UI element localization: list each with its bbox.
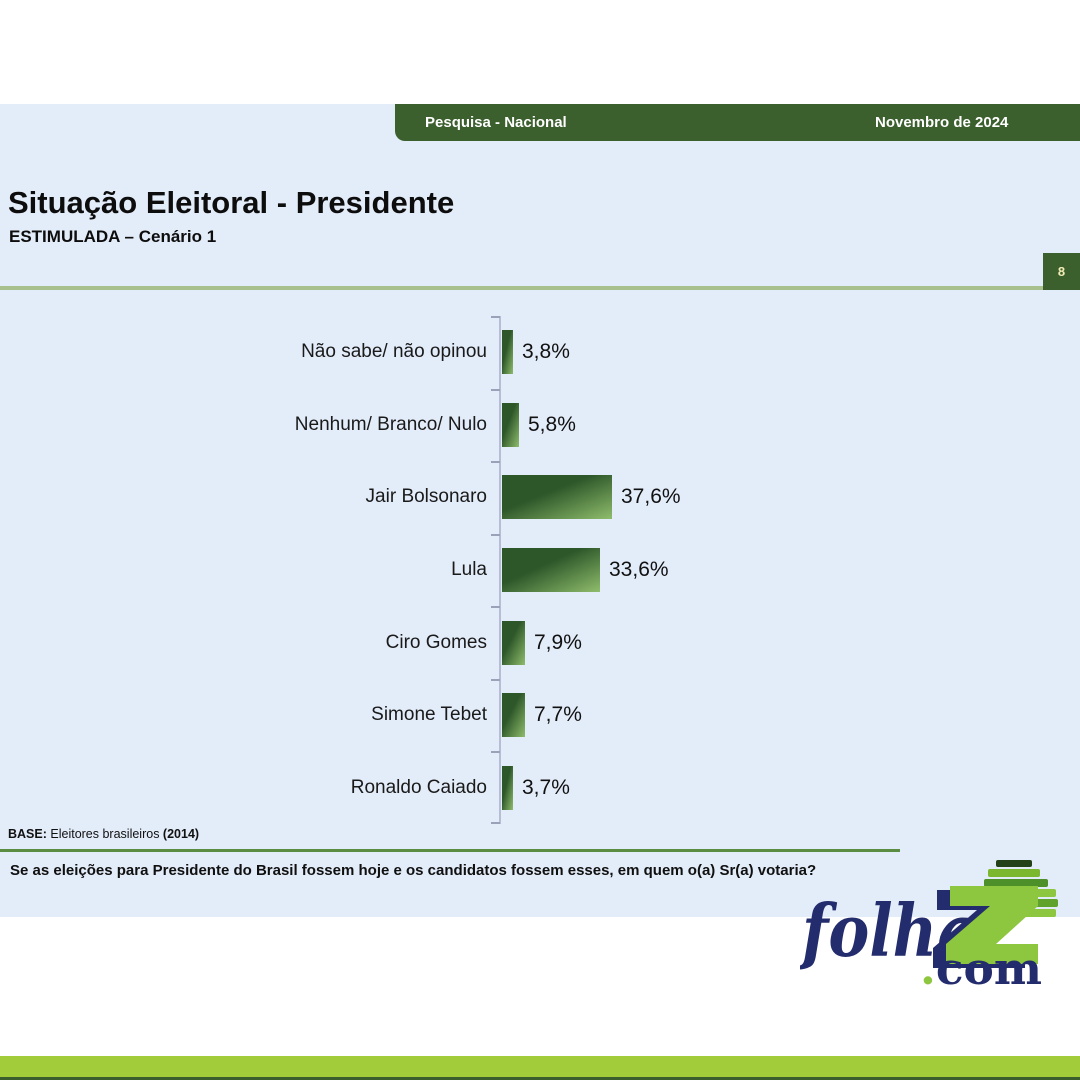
chart-row: Simone Tebet 7,7%	[0, 679, 1080, 752]
category-label: Ciro Gomes	[385, 631, 487, 653]
bar	[502, 330, 513, 375]
axis-tick	[491, 751, 500, 753]
value-label: 3,8%	[522, 340, 570, 364]
chart-row: Lula 33,6%	[0, 534, 1080, 607]
value-label: 7,7%	[534, 703, 582, 727]
chart-row: Ciro Gomes 7,9%	[0, 606, 1080, 679]
bar	[502, 693, 525, 738]
header-left-label: Pesquisa - Nacional	[425, 114, 567, 131]
axis-tick	[491, 606, 500, 608]
value-label: 33,6%	[609, 557, 669, 581]
logo-z-glyph	[946, 886, 1038, 964]
axis-tick	[491, 534, 500, 536]
chart-row: Nenhum/ Branco/ Nulo 5,8%	[0, 389, 1080, 462]
bar	[502, 402, 519, 447]
base-note-prefix: BASE:	[8, 827, 47, 841]
top-divider-line	[0, 286, 1080, 290]
axis-tick	[491, 679, 500, 681]
base-divider-line	[0, 849, 900, 852]
bar	[502, 475, 612, 520]
value-label: 5,8%	[528, 412, 576, 436]
bar	[502, 620, 525, 665]
header-right-label: Novembro de 2024	[875, 114, 1009, 131]
page-subtitle: ESTIMULADA – Cenário 1	[9, 227, 217, 246]
category-label: Simone Tebet	[371, 704, 487, 726]
folhaz-logo: folha .com	[800, 860, 1058, 990]
value-label: 7,9%	[534, 630, 582, 654]
bar	[502, 547, 600, 592]
chart-row: Jair Bolsonaro 37,6%	[0, 461, 1080, 534]
category-label: Nenhum/ Branco/ Nulo	[294, 413, 487, 435]
base-note-text: Eleitores brasileiros	[46, 827, 163, 841]
axis-line	[499, 316, 501, 824]
bar	[502, 765, 513, 810]
base-note-year: (2014)	[162, 827, 200, 841]
bottom-dark-edge	[0, 1077, 1080, 1080]
header-bar: Pesquisa - Nacional Novembro de 2024	[395, 104, 1080, 141]
question-text: Se as eleições para Presidente do Brasil…	[10, 862, 817, 879]
axis-tick	[491, 822, 500, 824]
base-note: BASE: Eleitores brasileiros (2014)	[8, 827, 199, 841]
chart-row: Ronaldo Caiado 3,7%	[0, 751, 1080, 824]
value-label: 3,7%	[522, 775, 570, 799]
bar-chart: Não sabe/ não opinou 3,8% Nenhum/ Branco/ …	[0, 316, 1080, 824]
category-label: Jair Bolsonaro	[365, 486, 487, 508]
category-label: Não sabe/ não opinou	[301, 341, 487, 363]
chart-row: Não sabe/ não opinou 3,8%	[0, 316, 1080, 389]
axis-tick	[491, 389, 500, 391]
page-title: Situação Eleitoral - Presidente	[8, 185, 455, 220]
bottom-lime-bar	[0, 1056, 1080, 1077]
axis-tick	[491, 316, 500, 318]
category-label: Ronaldo Caiado	[350, 776, 487, 798]
axis-tick	[491, 461, 500, 463]
logo-suffix: .com	[920, 944, 1042, 990]
value-label: 37,6%	[621, 485, 681, 509]
page-number-badge: 8	[1043, 253, 1080, 290]
category-label: Lula	[451, 558, 487, 580]
logo-dot: .	[920, 944, 936, 990]
